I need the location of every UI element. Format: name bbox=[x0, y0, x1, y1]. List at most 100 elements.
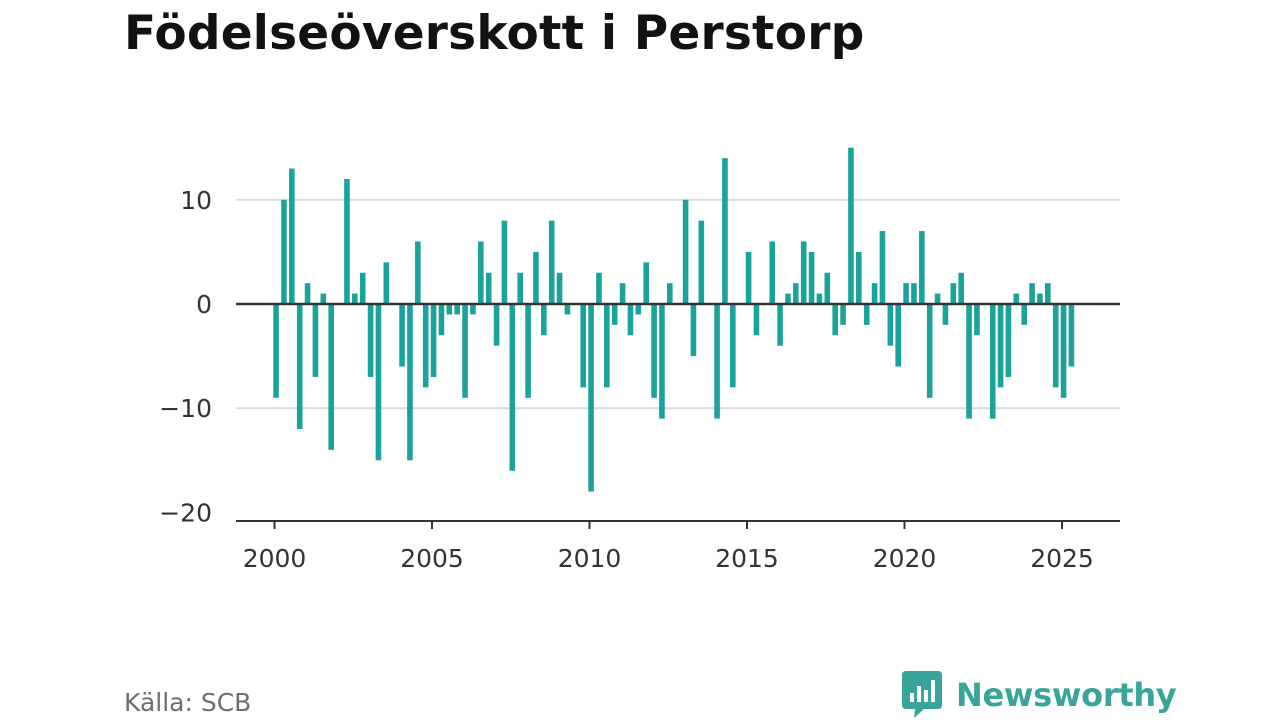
bar bbox=[863, 304, 870, 325]
bar bbox=[485, 272, 492, 304]
bar bbox=[682, 199, 689, 304]
x-tick-label: 2010 bbox=[558, 544, 622, 573]
chart-title: Födelseöverskott i Perstorp bbox=[124, 6, 865, 61]
y-tick-label: −10 bbox=[159, 394, 212, 423]
axes bbox=[236, 302, 1120, 529]
bar bbox=[328, 304, 334, 450]
bar bbox=[611, 304, 618, 325]
bar bbox=[296, 304, 303, 430]
bar bbox=[659, 304, 665, 419]
bar bbox=[289, 168, 295, 304]
grid-lines bbox=[236, 198, 1120, 410]
y-tick-label: 10 bbox=[180, 186, 212, 215]
bar bbox=[1029, 283, 1035, 304]
bar bbox=[840, 304, 846, 325]
bar bbox=[974, 304, 980, 336]
bar bbox=[934, 293, 941, 304]
bar bbox=[525, 304, 531, 398]
bar bbox=[714, 304, 720, 419]
x-tick-label: 2020 bbox=[873, 544, 937, 573]
bar bbox=[1045, 283, 1051, 304]
bar bbox=[422, 304, 429, 388]
bar bbox=[1005, 304, 1012, 377]
bar bbox=[911, 283, 917, 304]
newsworthy-logo: Newsworthy bbox=[902, 670, 1177, 720]
bar bbox=[800, 241, 807, 304]
bar bbox=[895, 304, 901, 367]
bar bbox=[950, 283, 957, 304]
bar bbox=[824, 272, 831, 304]
bar bbox=[352, 293, 358, 304]
bar bbox=[541, 304, 547, 336]
bar bbox=[816, 293, 823, 304]
bar bbox=[430, 304, 437, 377]
bar bbox=[304, 283, 311, 304]
bar bbox=[446, 304, 453, 315]
bar bbox=[604, 304, 610, 388]
x-tick-label: 2015 bbox=[715, 544, 779, 573]
bar bbox=[753, 304, 760, 336]
x-tick-label: 2025 bbox=[1030, 544, 1094, 573]
bar bbox=[651, 304, 657, 398]
bar bbox=[887, 304, 894, 346]
bar bbox=[281, 199, 287, 304]
bar bbox=[958, 272, 964, 304]
bar bbox=[903, 283, 909, 304]
bar bbox=[564, 304, 571, 315]
x-tick-label: 2005 bbox=[400, 544, 464, 573]
bar bbox=[966, 304, 972, 419]
bar bbox=[667, 283, 673, 304]
bar bbox=[926, 304, 933, 398]
bar bbox=[501, 220, 508, 304]
bar bbox=[367, 304, 374, 377]
bar bbox=[793, 283, 799, 304]
bar bbox=[1068, 304, 1075, 367]
bar bbox=[832, 304, 838, 336]
bar bbox=[989, 304, 996, 419]
bar bbox=[942, 304, 949, 325]
newsworthy-logo-icon bbox=[902, 671, 942, 718]
bar bbox=[344, 178, 350, 304]
bar bbox=[375, 304, 382, 461]
source-note: Källa: SCB bbox=[124, 688, 252, 717]
bar bbox=[383, 262, 390, 304]
bar bbox=[856, 251, 862, 304]
bar bbox=[415, 241, 421, 304]
bar bbox=[919, 231, 925, 304]
bar bbox=[848, 147, 854, 304]
bar bbox=[596, 272, 602, 304]
bar bbox=[627, 304, 634, 336]
bar bbox=[533, 251, 539, 304]
bar bbox=[470, 304, 476, 315]
y-tick-label: −20 bbox=[159, 498, 212, 527]
bar bbox=[769, 241, 775, 304]
bar bbox=[879, 231, 886, 304]
bar bbox=[556, 272, 563, 304]
bar bbox=[785, 293, 791, 304]
tick-labels: 10 0 −10 −20 2000 2005 2010 2015 2020 2025 bbox=[159, 186, 1094, 573]
x-tick-label: 2000 bbox=[243, 544, 307, 573]
bar bbox=[1052, 304, 1059, 388]
bars bbox=[273, 147, 1075, 492]
bar bbox=[1037, 293, 1043, 304]
bar bbox=[399, 304, 405, 367]
bar bbox=[509, 304, 516, 471]
bar bbox=[730, 304, 736, 388]
bar bbox=[407, 304, 413, 461]
y-tick-label: 0 bbox=[196, 290, 212, 319]
brand-name: Newsworthy bbox=[956, 676, 1177, 714]
bar bbox=[745, 251, 752, 304]
bar bbox=[635, 304, 642, 315]
bar bbox=[478, 241, 484, 304]
bar bbox=[580, 304, 586, 388]
bar bbox=[643, 262, 649, 304]
bar bbox=[871, 283, 878, 304]
bar bbox=[698, 220, 705, 304]
bar bbox=[312, 304, 319, 377]
bar bbox=[690, 304, 697, 357]
bar bbox=[1013, 293, 1020, 304]
bar bbox=[454, 304, 460, 315]
bar bbox=[493, 304, 500, 346]
bar bbox=[722, 158, 728, 304]
